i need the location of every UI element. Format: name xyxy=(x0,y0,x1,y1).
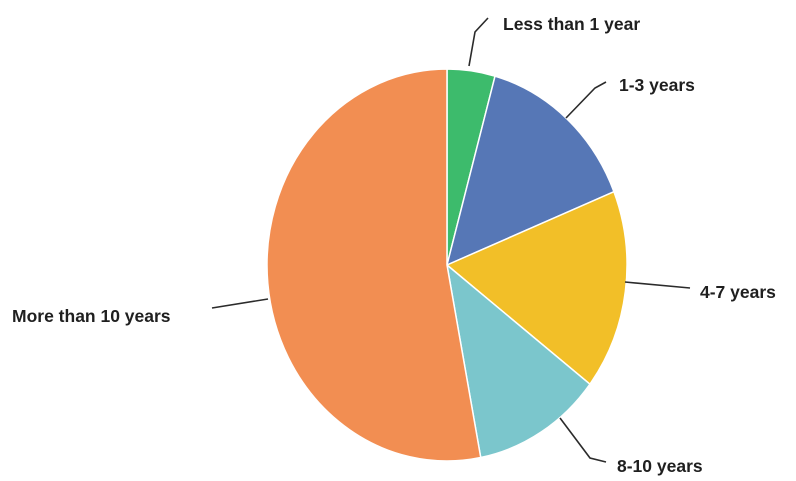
leader-lines xyxy=(211,17,691,463)
slice-label-4-7-years: 4-7 years xyxy=(700,282,776,302)
pie-slice-4-7-years xyxy=(445,190,628,386)
leader-line-more-than-10-years xyxy=(211,298,269,309)
slice-label-less-than-1-year: Less than 1 year xyxy=(503,14,640,34)
leader-line-1-3-years xyxy=(565,81,607,119)
leader-line-less-than-1-year xyxy=(468,17,489,67)
slice-label-more-than-10-years: More than 10 years xyxy=(12,306,171,326)
pie-slices xyxy=(266,68,628,462)
slice-label-1-3-years: 1-3 years xyxy=(619,75,695,95)
pie-slice-1-3-years xyxy=(445,75,615,267)
slice-label-8-10-years: 8-10 years xyxy=(617,456,703,476)
pie-slice-8-10-years xyxy=(445,263,591,459)
pie-slice-more-than-10-years xyxy=(266,68,482,462)
leader-line-4-7-years xyxy=(624,281,691,289)
leader-line-8-10-years xyxy=(559,417,607,463)
